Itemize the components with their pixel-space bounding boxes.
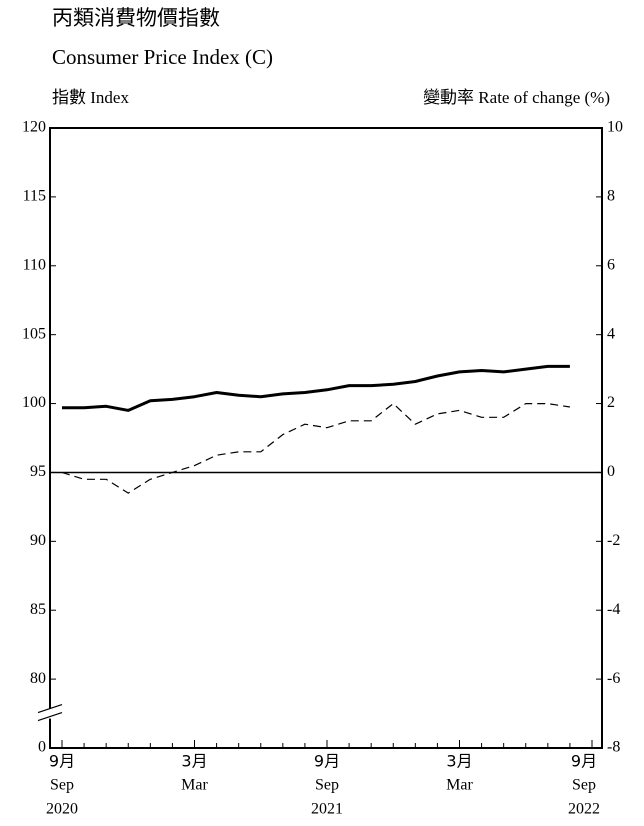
- x-tick-label: Sep: [315, 777, 339, 794]
- y-tick-label: 105: [22, 325, 46, 342]
- axis-break: [37, 703, 63, 714]
- y2-tick-label: 2: [607, 394, 615, 411]
- x-tick-label: 2020: [46, 801, 78, 818]
- series-line: [61, 403, 570, 494]
- x-tick-label: Mar: [181, 777, 208, 794]
- axis-break-gap: [47, 708, 53, 719]
- x-tick-label: Sep: [50, 777, 74, 794]
- y-tick-label: 90: [30, 532, 46, 549]
- axis-break: [37, 711, 63, 722]
- chart-title: 丙類消費物價指數: [52, 6, 220, 30]
- y-tick-label: 110: [23, 256, 46, 273]
- x-tick-label: 9月: [49, 752, 75, 771]
- chart-subtitle: Consumer Price Index (C): [52, 45, 273, 69]
- y2-tick-label: 10: [607, 119, 623, 136]
- y-tick-label: 100: [22, 394, 46, 411]
- y2-tick-label: -6: [607, 670, 620, 687]
- y2-tick-label: 0: [607, 463, 615, 480]
- x-tick-label: 2022: [568, 801, 600, 818]
- x-tick-label: 9月: [571, 752, 597, 771]
- y2-tick-label: 6: [607, 256, 615, 273]
- x-tick-label: 2021: [311, 801, 343, 818]
- plot-frame: [49, 127, 603, 749]
- y-tick-label: 95: [30, 463, 46, 480]
- y2-tick-label: -4: [607, 601, 620, 618]
- x-tick-label: 9月: [314, 752, 340, 771]
- x-tick-label: Mar: [446, 777, 473, 794]
- y-tick-label: 80: [30, 670, 46, 687]
- y-tick-label: 120: [22, 119, 46, 136]
- y-tick-label: 85: [30, 601, 46, 618]
- y2-tick-label: -2: [607, 532, 620, 549]
- x-tick-label: 3月: [181, 752, 207, 771]
- x-tick-label: 3月: [446, 752, 472, 771]
- y-axis-label: 指數 Index: [52, 88, 129, 107]
- y2-tick-label: 4: [607, 325, 615, 342]
- y2-tick-label: -8: [607, 739, 620, 756]
- x-tick-label: Sep: [572, 777, 596, 794]
- series-line: [62, 364, 570, 412]
- y2-tick-label: 8: [607, 188, 615, 205]
- y-tick-label: 0: [38, 739, 46, 756]
- y-tick-label: 115: [23, 188, 46, 205]
- y2-axis-label: 變動率 Rate of change (%): [423, 88, 610, 107]
